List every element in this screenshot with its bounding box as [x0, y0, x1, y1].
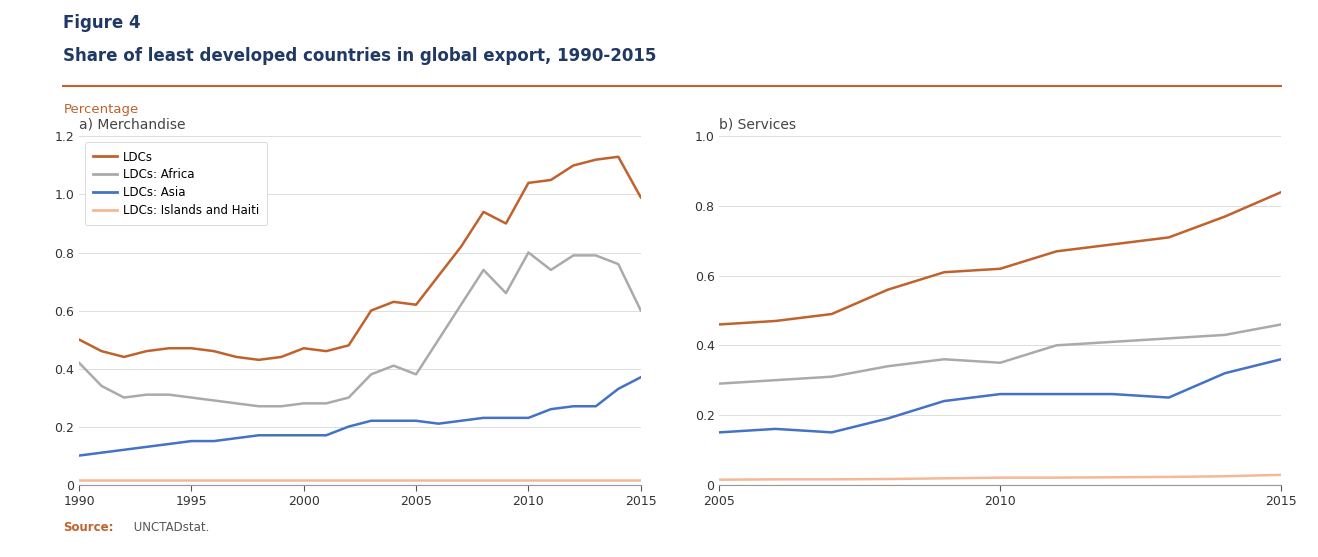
Text: UNCTADstat.: UNCTADstat.	[130, 521, 210, 534]
Text: Figure 4: Figure 4	[63, 14, 141, 32]
Text: Percentage: Percentage	[63, 103, 138, 116]
Text: Source:: Source:	[63, 521, 113, 534]
Text: b) Services: b) Services	[720, 117, 796, 131]
Legend: LDCs, LDCs: Africa, LDCs: Asia, LDCs: Islands and Haiti: LDCs, LDCs: Africa, LDCs: Asia, LDCs: Is…	[84, 143, 268, 225]
Text: Share of least developed countries in global export, 1990-2015: Share of least developed countries in gl…	[63, 47, 656, 65]
Text: a) Merchandise: a) Merchandise	[79, 117, 186, 131]
